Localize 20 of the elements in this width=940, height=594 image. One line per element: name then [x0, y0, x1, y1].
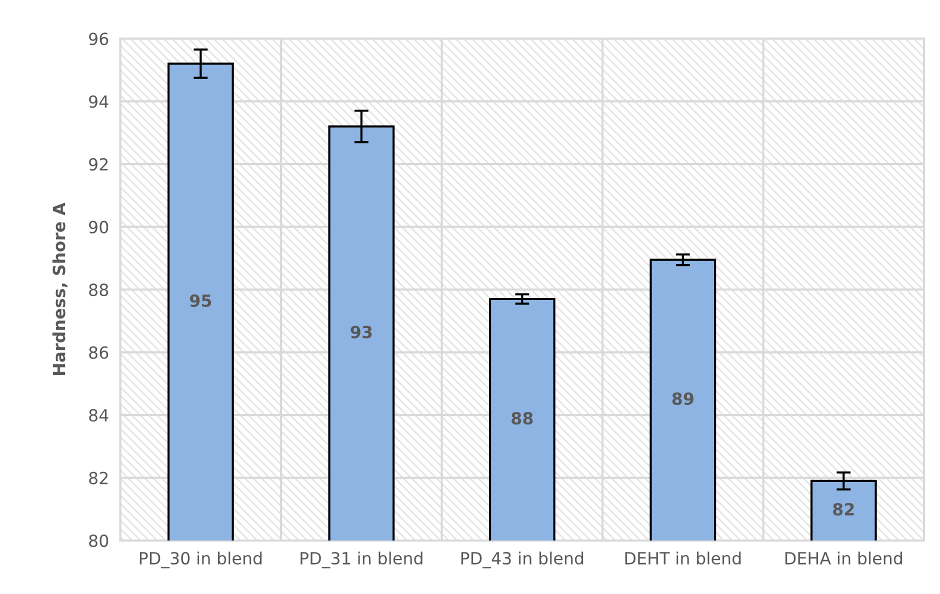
data-label: 95 — [190, 294, 212, 307]
x-tick-label: DEHT in blend — [625, 552, 741, 565]
x-tick-label: PD_31 in blend — [300, 552, 422, 568]
data-label: 89 — [672, 392, 694, 405]
y-tick-label: 96 — [89, 32, 108, 46]
y-tick-label: 94 — [89, 95, 108, 108]
y-axis-title: Hardness, Shore A — [52, 202, 68, 376]
y-tick-label: 82 — [89, 472, 108, 484]
data-label: 82 — [833, 502, 854, 516]
y-tick-label: 86 — [89, 346, 108, 359]
y-tick-label: 90 — [89, 220, 108, 234]
y-tick-label: 84 — [89, 409, 108, 422]
data-label: 93 — [350, 326, 372, 338]
data-label: 88 — [512, 412, 533, 425]
x-tick-label: PD_43 in blend — [461, 552, 584, 568]
x-tick-label: DEHA in blend — [785, 552, 902, 565]
x-tick-label: PD_30 in blend — [140, 552, 262, 568]
y-tick-label: 92 — [89, 158, 108, 171]
y-tick-label: 88 — [89, 284, 108, 296]
y-tick-label: 80 — [89, 534, 108, 548]
